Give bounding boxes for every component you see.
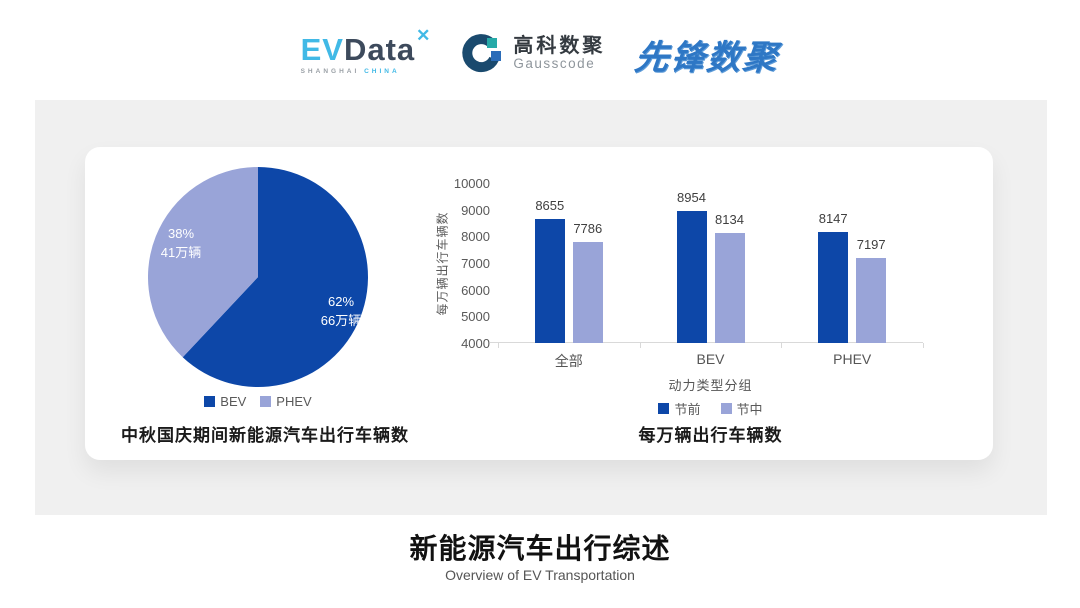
pie-slice-value: 66万辆 xyxy=(320,313,362,328)
pie-chart-title: 中秋国庆期间新能源汽车出行车辆数 xyxy=(121,426,409,445)
evdata-data-text: Data xyxy=(343,31,416,67)
gausscode-logo: 高科数聚 Gausscode xyxy=(460,32,605,76)
legend-item-bev: BEV xyxy=(204,394,246,409)
gausscode-cn-text: 高科数聚 xyxy=(513,35,606,58)
xianfeng-logo: 先锋数聚 xyxy=(633,38,782,77)
pie-legend: BEV PHEV xyxy=(148,394,368,409)
y-tick-label: 8000 xyxy=(461,229,490,245)
pie-slice-label-bev: 62% 66万辆 xyxy=(321,293,361,331)
pie-slice-value: 41万辆 xyxy=(160,245,202,260)
charts-card: 62% 66万辆 38% 41万辆 BEV PHEV 中秋国庆期间新能源汽车出行车辆数 … xyxy=(85,147,993,460)
pie-svg xyxy=(147,167,368,387)
category-label-PHEV: PHEV xyxy=(833,351,872,367)
y-tick-label: 7000 xyxy=(461,256,490,271)
legend-item-phev: PHEV xyxy=(260,394,312,409)
x-axis-tick xyxy=(923,343,924,348)
gausscode-en-text: Gausscode xyxy=(513,56,596,72)
bar-全部-节前 xyxy=(534,218,565,343)
evdata-x-icon: ✕ xyxy=(416,25,432,45)
bar-value-label: 8954 xyxy=(677,189,706,205)
pie-slice-percent: 38% xyxy=(167,226,195,242)
x-axis-tick xyxy=(639,343,641,348)
bar-chart-section: 每万辆出行车辆数 10000 9000 8000 7000 6000 5000 4000 8… xyxy=(435,147,993,460)
evdata-china-text: CHINA xyxy=(364,67,400,75)
bar-BEV-节前 xyxy=(676,210,707,343)
legend-label: 节前 xyxy=(674,402,701,417)
pie-slice-label-phev: 38% 41万辆 xyxy=(161,225,201,263)
bar-value-label: 7786 xyxy=(573,221,603,236)
bar-BEV-节中 xyxy=(714,232,745,343)
gausscode-wordmark: 高科数聚 Gausscode xyxy=(513,36,605,71)
y-tick-label: 5000 xyxy=(461,309,490,325)
page-subtitle: Overview of EV Transportation xyxy=(445,567,635,583)
bar-y-axis-ticks: 10000 9000 8000 7000 6000 5000 4000 xyxy=(435,176,490,351)
y-tick-label: 10000 xyxy=(453,176,490,191)
evdata-subtitle: SHANGHAI CHINA xyxy=(301,68,400,75)
legend-swatch-节中 xyxy=(720,403,732,414)
bar-legend: 节前 节中 xyxy=(498,399,923,418)
pie-slice-bev xyxy=(182,167,368,387)
bar-plot-area: 8655 7786 8954 8134 8147 7197 xyxy=(490,183,924,348)
legend-swatch-bev xyxy=(204,396,216,407)
evdata-wordmark: EV Data ✕ xyxy=(300,27,431,67)
bar-value-label: 8147 xyxy=(818,211,848,227)
pie-chart: 62% 66万辆 38% 41万辆 xyxy=(147,167,368,387)
bar-value-label: 8655 xyxy=(535,197,565,213)
legend-swatch-节前 xyxy=(658,403,670,414)
bar-PHEV-节前 xyxy=(818,232,849,343)
y-tick-label: 6000 xyxy=(461,282,490,298)
pie-slice-percent: 62% xyxy=(327,294,355,310)
x-axis-tick xyxy=(781,343,783,348)
bar-PHEV-节中 xyxy=(856,257,887,343)
category-label-BEV: BEV xyxy=(696,351,725,367)
x-axis-line xyxy=(490,342,923,343)
header-logos: EV Data ✕ SHANGHAI CHINA 高科数聚 Gausscode 先锋… xyxy=(0,20,1080,88)
legend-item-节中: 节中 xyxy=(720,399,763,418)
bar-chart-title: 每万辆出行车辆数 xyxy=(638,426,783,445)
y-tick-label: 4000 xyxy=(461,336,490,351)
bar-value-label: 8134 xyxy=(715,211,744,227)
bar-x-axis-title: 动力类型分组 xyxy=(668,378,753,393)
pie-chart-section: 62% 66万辆 38% 41万辆 BEV PHEV 中秋国庆期间新能源汽车出行车辆数 xyxy=(85,147,445,460)
legend-label: 节中 xyxy=(736,402,763,417)
pie-slice-phev xyxy=(147,167,258,358)
evdata-logo: EV Data ✕ SHANGHAI CHINA xyxy=(300,27,431,75)
x-axis-tick xyxy=(498,343,499,348)
gausscode-g-icon xyxy=(462,34,502,73)
category-label-全部: 全部 xyxy=(554,353,583,369)
evdata-ev-text: EV xyxy=(300,31,344,67)
legend-swatch-phev xyxy=(260,396,272,407)
bar-value-label: 7197 xyxy=(856,236,886,252)
bar-全部-节中 xyxy=(572,242,603,343)
y-tick-label: 9000 xyxy=(461,202,490,218)
legend-item-节前: 节前 xyxy=(658,399,701,418)
legend-label: BEV xyxy=(220,394,247,409)
page-title: 新能源汽车出行综述 xyxy=(409,533,671,564)
legend-label: PHEV xyxy=(276,394,312,409)
evdata-shanghai-text: SHANGHAI xyxy=(300,67,360,75)
